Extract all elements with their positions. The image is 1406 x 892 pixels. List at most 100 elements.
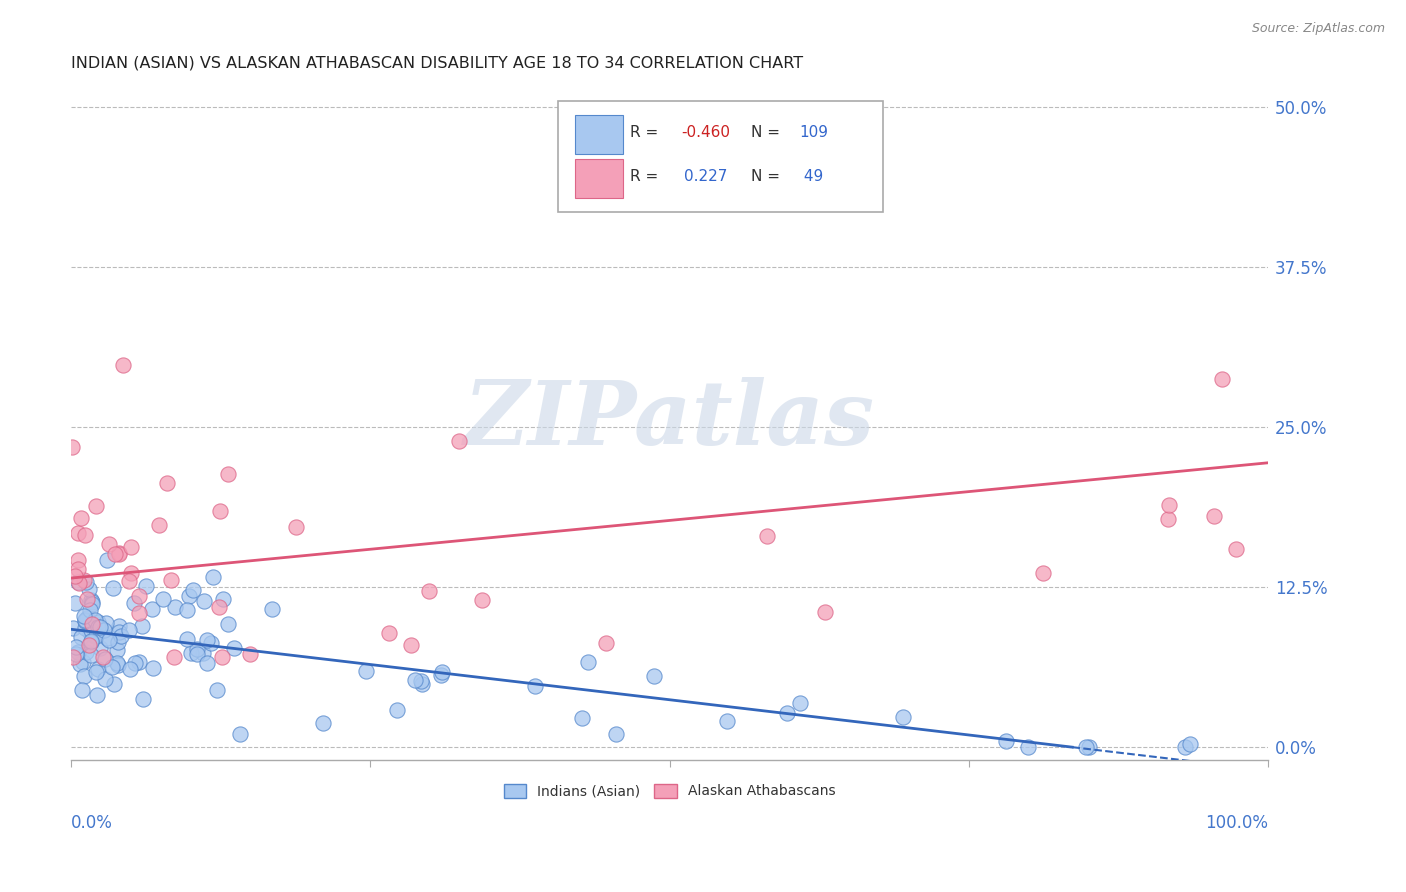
FancyBboxPatch shape: [575, 159, 623, 199]
Point: [891, 710, 914, 724]
Point: [193, 646, 215, 660]
Text: 100.0%: 100.0%: [1205, 814, 1268, 831]
Point: [212, 591, 235, 606]
Point: [399, 639, 422, 653]
Point: [239, 647, 262, 661]
Point: [1157, 512, 1180, 526]
Point: [1202, 509, 1225, 524]
Point: [93, 623, 115, 637]
Point: [176, 632, 198, 647]
Point: [80, 597, 103, 611]
Text: 0.0%: 0.0%: [72, 814, 112, 831]
Point: [135, 579, 157, 593]
Point: [84, 629, 107, 643]
Point: [79, 603, 101, 617]
Point: [86, 620, 108, 634]
Point: [89, 640, 111, 655]
Point: [62, 621, 84, 635]
Point: [813, 606, 835, 620]
Text: 0.227: 0.227: [685, 169, 727, 184]
Point: [118, 623, 141, 637]
Point: [132, 692, 155, 706]
Point: [80, 634, 103, 648]
Point: [205, 682, 228, 697]
Point: [118, 574, 141, 588]
Point: [595, 636, 617, 650]
Point: [111, 358, 134, 372]
Point: [312, 715, 335, 730]
Point: [69, 630, 91, 644]
Point: [284, 520, 307, 534]
Point: [354, 664, 377, 678]
Point: [775, 706, 797, 720]
Point: [378, 626, 401, 640]
Point: [229, 727, 252, 741]
Point: [176, 603, 198, 617]
Point: [195, 632, 218, 647]
Point: [131, 618, 153, 632]
Point: [430, 665, 453, 680]
Point: [163, 650, 186, 665]
Point: [69, 657, 91, 671]
Point: [80, 623, 103, 637]
Point: [72, 655, 94, 669]
Point: [1225, 542, 1247, 557]
Point: [91, 650, 114, 665]
Point: [148, 517, 170, 532]
Point: [73, 609, 96, 624]
Point: [1159, 498, 1181, 512]
Point: [66, 526, 89, 541]
Point: [67, 553, 90, 567]
Point: [1077, 740, 1099, 755]
Point: [224, 641, 246, 656]
Point: [523, 680, 546, 694]
Point: [86, 689, 108, 703]
Point: [108, 546, 131, 560]
Point: [200, 636, 222, 650]
Point: [73, 669, 96, 683]
Point: [94, 652, 117, 666]
Point: [195, 656, 218, 670]
Point: [67, 645, 90, 659]
Point: [73, 573, 96, 587]
Point: [152, 592, 174, 607]
FancyBboxPatch shape: [558, 101, 883, 212]
Point: [73, 613, 96, 627]
Point: [70, 682, 93, 697]
Text: ZIPatlas: ZIPatlas: [464, 377, 875, 464]
Point: [87, 615, 110, 629]
Point: [160, 573, 183, 587]
Point: [128, 656, 150, 670]
Text: 109: 109: [799, 125, 828, 140]
Point: [75, 621, 97, 635]
Point: [67, 575, 90, 590]
Point: [142, 661, 165, 675]
Point: [193, 594, 215, 608]
Point: [208, 599, 231, 614]
Point: [994, 734, 1017, 748]
Point: [605, 727, 627, 741]
Point: [643, 669, 665, 683]
Point: [180, 646, 202, 660]
Point: [1211, 372, 1233, 386]
Point: [107, 635, 129, 649]
Text: 49: 49: [799, 169, 824, 184]
Point: [76, 610, 98, 624]
Text: -0.460: -0.460: [682, 125, 731, 140]
Point: [128, 590, 150, 604]
Text: N =: N =: [751, 125, 780, 140]
Point: [141, 601, 163, 615]
Point: [103, 677, 125, 691]
Point: [79, 633, 101, 648]
Text: R =: R =: [630, 125, 658, 140]
Text: INDIAN (ASIAN) VS ALASKAN ATHABASCAN DISABILITY AGE 18 TO 34 CORRELATION CHART: INDIAN (ASIAN) VS ALASKAN ATHABASCAN DIS…: [72, 55, 803, 70]
Point: [163, 600, 186, 615]
Point: [80, 595, 103, 609]
Point: [75, 574, 97, 589]
Point: [103, 547, 125, 561]
Point: [260, 602, 283, 616]
Point: [98, 632, 121, 647]
Point: [105, 656, 128, 670]
Point: [411, 677, 433, 691]
FancyBboxPatch shape: [575, 115, 623, 154]
